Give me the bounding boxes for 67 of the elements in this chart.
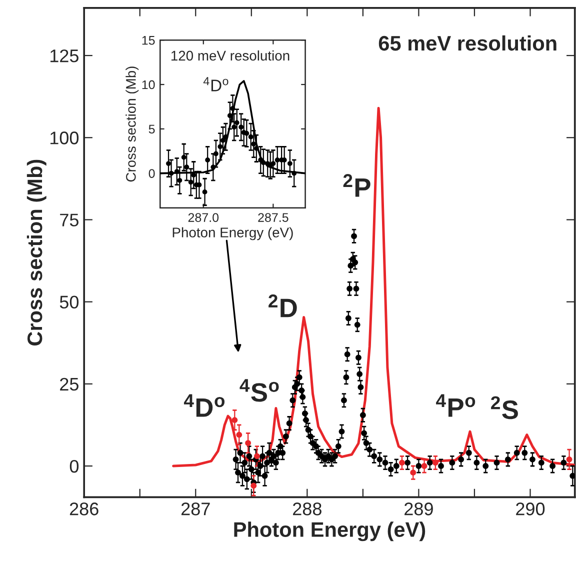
point: [232, 124, 237, 130]
point: [188, 180, 194, 185]
point: [254, 146, 259, 151]
point: [210, 164, 216, 170]
point: [166, 161, 171, 166]
point: [227, 113, 232, 118]
y-tick-label: 125: [50, 49, 78, 62]
point: [236, 432, 242, 438]
y-axis-title: Cross section (Mb): [126, 66, 139, 182]
y-tick-label: 5: [148, 124, 155, 134]
point: [270, 161, 276, 166]
annotation: $^{4}$D$^{o}$: [184, 394, 225, 417]
annotation: $^{4}$D$^{o}$: [203, 77, 228, 92]
y-tick-label: 50: [60, 296, 79, 309]
point: [184, 164, 190, 170]
y-tick-label: 0: [70, 460, 79, 473]
y-axis-title: Cross section (Mb): [26, 160, 46, 346]
x-tick-label: 289: [404, 502, 433, 516]
point: [566, 456, 572, 462]
y-tick-label: 100: [50, 132, 79, 144]
y-tick-label: 10: [142, 80, 155, 90]
point: [251, 142, 256, 146]
annotation: $^{4}$P$^{o}$: [436, 394, 476, 417]
point: [421, 463, 428, 469]
x-axis-title: Photon Energy (eV): [234, 522, 426, 542]
point: [254, 453, 260, 460]
x-tick-label: 287: [181, 502, 210, 516]
y-tick-label: 75: [60, 214, 78, 226]
point: [214, 151, 218, 156]
annotation: $^{4}$S$^{o}$: [240, 379, 279, 402]
x-tick-label: 288: [293, 502, 322, 516]
point: [218, 144, 223, 150]
point: [230, 106, 236, 111]
y-tick-label: 0: [148, 169, 155, 178]
point: [234, 120, 240, 126]
y-tick-label: 25: [60, 378, 78, 391]
y-tick-label: 15: [142, 36, 155, 45]
x-tick-label: 290: [516, 502, 545, 516]
point: [177, 178, 182, 183]
point: [202, 189, 208, 194]
x-axis-title: Photon Energy (eV): [172, 227, 293, 240]
point: [223, 134, 228, 140]
point: [399, 460, 405, 466]
point: [168, 170, 174, 176]
point: [220, 138, 226, 143]
x-tick-label: 286: [70, 502, 98, 516]
point: [248, 134, 254, 140]
point: [250, 482, 257, 489]
x-tick-label: 287.0: [188, 213, 219, 222]
x-tick-label: 287.5: [258, 213, 288, 222]
annotation: 65 meV resolution: [378, 35, 556, 51]
annotation: 120 meV resolution: [171, 50, 290, 61]
point: [260, 160, 266, 166]
point: [244, 130, 250, 136]
point: [410, 470, 416, 476]
point: [232, 417, 238, 423]
annotation: $^{2}$S: [491, 396, 518, 420]
point: [174, 169, 180, 174]
point: [181, 154, 186, 160]
annotation: $^{2}$P: [343, 174, 370, 197]
point: [205, 158, 210, 162]
annotation: $^{2}$D: [268, 294, 297, 318]
point: [238, 124, 244, 130]
point: [432, 460, 438, 466]
point: [274, 158, 280, 162]
point: [287, 161, 292, 166]
point: [292, 170, 297, 176]
